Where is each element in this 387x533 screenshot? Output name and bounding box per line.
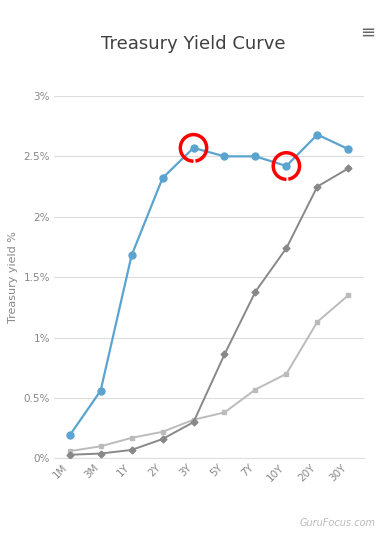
Text: Treasury Yield Curve: Treasury Yield Curve <box>101 35 286 53</box>
Text: ≡: ≡ <box>360 24 375 42</box>
Y-axis label: Treasury yield %: Treasury yield % <box>8 231 18 323</box>
Text: GuruFocus.com: GuruFocus.com <box>300 518 375 528</box>
